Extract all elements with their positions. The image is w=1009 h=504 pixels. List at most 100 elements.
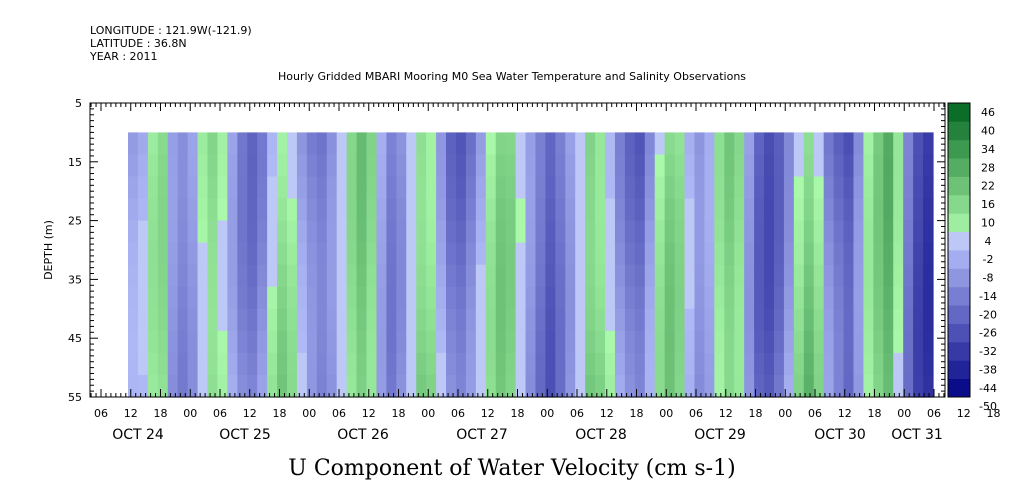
- heatmap-cell: [605, 286, 616, 310]
- x-hour-label: 00: [540, 407, 554, 420]
- heatmap-cell: [257, 154, 268, 178]
- heatmap-cell: [793, 308, 805, 332]
- heatmap-cell: [783, 198, 795, 222]
- heatmap-cell: [465, 154, 477, 178]
- heatmap-cell: [704, 132, 715, 156]
- heatmap-cell: [575, 176, 586, 200]
- heatmap-cell: [167, 198, 179, 222]
- heatmap-cell: [634, 308, 646, 332]
- heatmap-cell: [694, 220, 706, 244]
- heatmap-cell: [614, 330, 626, 354]
- heatmap-cell: [684, 286, 696, 310]
- heatmap-cell: [217, 264, 228, 288]
- heatmap-cell: [396, 330, 407, 354]
- heatmap-cell: [913, 286, 924, 310]
- heatmap-cell: [664, 286, 676, 310]
- heatmap-cell: [843, 286, 855, 310]
- heatmap-cell: [674, 132, 686, 156]
- heatmap-cell: [634, 154, 646, 178]
- heatmap-cell: [386, 154, 397, 178]
- heatmap-cell: [316, 374, 328, 398]
- heatmap-cell: [406, 220, 417, 244]
- colorbar-label: 22: [981, 180, 995, 193]
- heatmap-cell: [873, 308, 884, 332]
- heatmap-cell: [823, 220, 835, 244]
- heatmap-cell: [217, 132, 228, 156]
- heatmap-cell: [575, 132, 586, 156]
- heatmap-cell: [376, 308, 387, 332]
- heatmap-cell: [585, 330, 596, 354]
- heatmap-cell: [446, 242, 457, 266]
- heatmap-cell: [704, 330, 715, 354]
- heatmap-cell: [644, 220, 656, 244]
- heatmap-cell: [823, 286, 835, 310]
- heatmap-cell: [406, 374, 417, 398]
- heatmap-cell: [147, 352, 159, 376]
- heatmap-cell: [257, 286, 268, 310]
- heatmap-cell: [346, 330, 358, 354]
- heatmap-cell: [525, 330, 537, 354]
- x-hour-label: 06: [94, 407, 108, 420]
- heatmap-cell: [893, 374, 904, 398]
- heatmap-cell: [217, 198, 228, 222]
- heatmap-cell: [694, 198, 706, 222]
- heatmap-cell: [595, 132, 606, 156]
- heatmap-cell: [346, 374, 358, 398]
- heatmap-cell: [624, 220, 636, 244]
- heatmap-cell: [913, 308, 924, 332]
- heatmap-cell: [773, 330, 785, 354]
- heatmap-cell: [575, 352, 586, 376]
- heatmap-cell: [575, 374, 586, 398]
- heatmap-cell: [605, 198, 616, 222]
- heatmap-cell: [764, 374, 775, 398]
- heatmap-cell: [336, 176, 348, 200]
- heatmap-cell: [376, 176, 387, 200]
- heatmap-cell: [485, 176, 497, 200]
- heatmap-cell: [744, 374, 755, 398]
- heatmap-cell: [823, 176, 835, 200]
- heatmap-cell: [426, 286, 437, 310]
- heatmap-cell: [853, 220, 865, 244]
- heatmap-cell: [793, 220, 805, 244]
- heatmap-cell: [754, 330, 765, 354]
- x-hour-label: 12: [362, 407, 376, 420]
- heatmap-cell: [436, 132, 447, 156]
- heatmap-cell: [654, 176, 666, 200]
- heatmap-cell: [416, 308, 427, 332]
- x-day-label: OCT 29: [694, 427, 746, 443]
- heatmap-cell: [207, 374, 219, 398]
- heatmap-cell: [237, 330, 248, 354]
- heatmap-cell: [296, 198, 308, 222]
- heatmap-cell: [724, 286, 735, 310]
- heatmap-cell: [217, 154, 228, 178]
- heatmap-cell: [744, 352, 755, 376]
- heatmap-cell: [446, 374, 457, 398]
- colorbar-frame: [947, 102, 971, 398]
- heatmap-cell: [833, 330, 845, 354]
- heatmap-cell: [267, 220, 278, 244]
- heatmap-cell: [694, 330, 706, 354]
- heatmap-cell: [287, 154, 298, 178]
- heatmap-cell: [376, 198, 387, 222]
- colorbar-swatch: [948, 250, 970, 269]
- heatmap-cell: [585, 242, 596, 266]
- heatmap-cell: [744, 154, 755, 178]
- heatmap-cell: [237, 132, 248, 156]
- x-hour-label: 18: [749, 407, 763, 420]
- heatmap-cell: [446, 220, 457, 244]
- heatmap-cell: [277, 264, 288, 288]
- heatmap-cell: [634, 176, 646, 200]
- heatmap-cell: [595, 198, 606, 222]
- heatmap-cell: [813, 352, 825, 376]
- heatmap-cell: [436, 198, 447, 222]
- heatmap-cell: [465, 352, 477, 376]
- heatmap-cell: [555, 264, 566, 288]
- heatmap-cell: [664, 242, 676, 266]
- heatmap-cell: [376, 242, 387, 266]
- heatmap-cell: [585, 220, 596, 244]
- heatmap-cell: [416, 220, 427, 244]
- heatmap-cell: [923, 176, 934, 200]
- heatmap-cell: [515, 132, 527, 156]
- heatmap-cell: [356, 308, 368, 332]
- heatmap-cell: [277, 154, 288, 178]
